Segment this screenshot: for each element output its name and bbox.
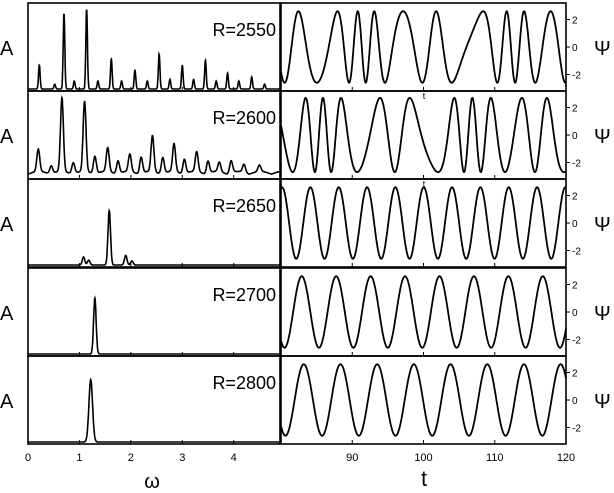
t-tick-label: 120 (557, 452, 575, 464)
spectrum-frame (27, 355, 281, 445)
spectrum-panel-2: A R=2600 (0, 90, 281, 180)
omega-tick-label: 1 (76, 452, 82, 464)
psi-tick-label: -2 (572, 336, 581, 347)
amplitude-axis-label: A (0, 303, 14, 325)
panel-label: R=2800 (212, 373, 276, 393)
time-series-curve (280, 96, 567, 173)
spectrum-panel-5: A R=2800 (0, 355, 281, 445)
psi-tick-label: 2 (572, 192, 578, 203)
panel-label: R=2650 (212, 196, 276, 216)
amplitude-axis-label: A (0, 126, 14, 148)
psi-axis-label: Ψ (594, 303, 611, 325)
psi-tick-label: -2 (572, 424, 581, 435)
amplitude-axis-label: A (0, 38, 14, 60)
psi-tick-label: -2 (572, 247, 581, 258)
spectrum-panel-1: A R=2550 (0, 2, 281, 92)
t-tick-label: 90 (346, 452, 358, 464)
omega-tick-label: 4 (231, 452, 237, 464)
amplitude-axis-label: A (0, 214, 14, 236)
small-t-mark: t (423, 91, 426, 101)
spectrum-curve (28, 9, 280, 90)
time-series-curve (280, 186, 567, 260)
psi-tick-label: -2 (572, 159, 581, 170)
panel-label: R=2550 (212, 20, 276, 40)
psi-tick-label: 2 (572, 104, 578, 115)
psi-axis-label: Ψ (594, 214, 611, 236)
spectrum-curve (27, 95, 280, 175)
time-series-column: -2 0 2 Ψ -2 0 2 Ψ -2 0 2 Ψ -2 0 2 Ψ -2 0 2 Ψt t 90 100 110 120 (280, 2, 611, 464)
psi-tick-label: 2 (572, 16, 578, 27)
omega-axis-label: ω (144, 471, 160, 493)
panel-label: R=2700 (212, 285, 276, 305)
axis-labels: ω t (144, 466, 427, 493)
time-series-curve (280, 275, 567, 349)
t-tick-label: 110 (486, 452, 504, 464)
time-series-frame (280, 178, 567, 268)
psi-tick-label: 0 (572, 396, 578, 407)
psi-tick-label: 0 (572, 308, 578, 319)
spectrum-curve (28, 295, 280, 355)
time-series-panel-5: -2 0 2 Ψ (280, 355, 611, 445)
psi-tick-label: 2 (572, 281, 578, 292)
omega-tick-label: 0 (25, 452, 31, 464)
psi-axis-label: Ψ (594, 38, 611, 60)
time-series-curve (280, 363, 567, 437)
time-series-panel-2: -2 0 2 Ψ (280, 90, 611, 180)
psi-tick-label: 0 (572, 43, 578, 54)
spectrum-frame (27, 178, 281, 268)
spectrum-panel-4: A R=2700 (0, 267, 281, 357)
panel-label: R=2600 (212, 108, 276, 128)
spectrum-curve (28, 377, 280, 443)
time-series-curve (280, 10, 567, 84)
psi-axis-label: Ψ (594, 126, 611, 148)
spectrum-column: A R=2550 A R=2600 A R=2650 A R=2700 A R=2800 0 1 2 3 4 (0, 2, 281, 464)
spectrum-curve (28, 207, 280, 266)
psi-axis-label: Ψ (594, 391, 611, 413)
psi-tick-label: 2 (572, 369, 578, 380)
time-series-panel-1: -2 0 2 Ψ (280, 2, 611, 92)
psi-tick-label: 0 (572, 219, 578, 230)
omega-tick-label: 2 (128, 452, 134, 464)
psi-tick-label: 0 (572, 131, 578, 142)
amplitude-axis-label: A (0, 391, 14, 413)
spectrum-panel-3: A R=2650 (0, 178, 281, 268)
t-tick-label: 100 (414, 452, 432, 464)
time-series-panel-3: -2 0 2 Ψ (280, 178, 611, 268)
psi-tick-label: -2 (572, 71, 581, 82)
small-t-mark: t (423, 179, 426, 189)
spectrum-frame (27, 267, 281, 357)
omega-tick-label: 3 (179, 452, 185, 464)
time-series-panel-4: -2 0 2 Ψ (280, 267, 611, 357)
t-axis-label: t (421, 466, 427, 491)
